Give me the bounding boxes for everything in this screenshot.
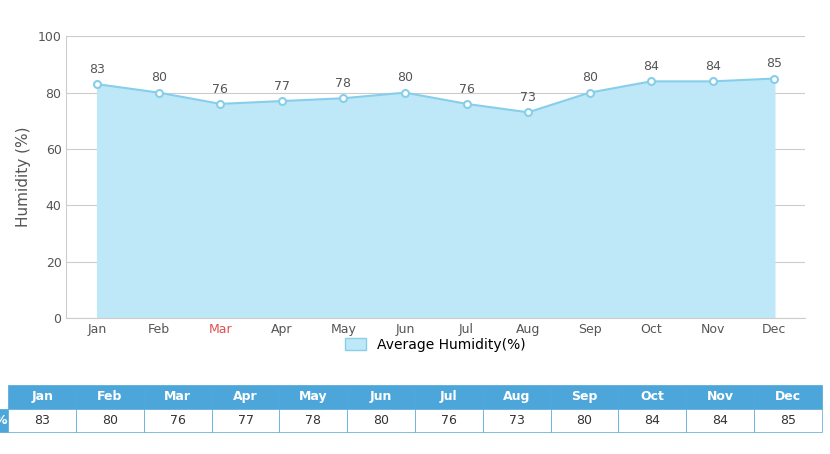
Text: 85: 85 [766,57,783,70]
Text: 76: 76 [459,83,475,95]
Text: 73: 73 [520,91,536,104]
Text: 84: 84 [643,60,659,73]
Text: 80: 80 [582,71,598,84]
Text: 80: 80 [397,71,413,84]
Text: 76: 76 [212,83,228,95]
Y-axis label: Humidity (%): Humidity (%) [16,127,31,227]
Text: 78: 78 [335,77,351,90]
Text: 77: 77 [274,80,290,93]
Legend: Average Humidity(%): Average Humidity(%) [340,332,531,358]
Text: 83: 83 [90,63,105,76]
Text: 80: 80 [151,71,167,84]
Text: 84: 84 [705,60,720,73]
